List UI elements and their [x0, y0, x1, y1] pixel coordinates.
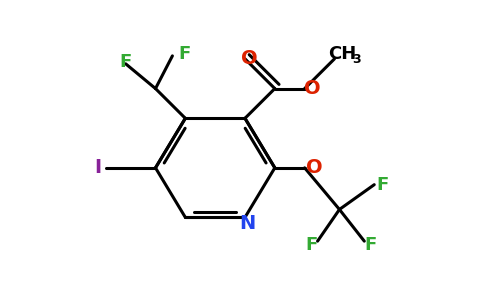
- Text: N: N: [239, 214, 255, 233]
- Text: I: I: [94, 158, 101, 177]
- Text: O: O: [241, 50, 257, 68]
- Text: F: F: [305, 236, 318, 254]
- Text: O: O: [304, 79, 321, 98]
- Text: O: O: [306, 158, 323, 177]
- Text: F: F: [364, 236, 377, 254]
- Text: F: F: [178, 45, 191, 63]
- Text: 3: 3: [352, 53, 361, 66]
- Text: CH: CH: [328, 45, 357, 63]
- Text: F: F: [120, 53, 132, 71]
- Text: F: F: [376, 176, 388, 194]
